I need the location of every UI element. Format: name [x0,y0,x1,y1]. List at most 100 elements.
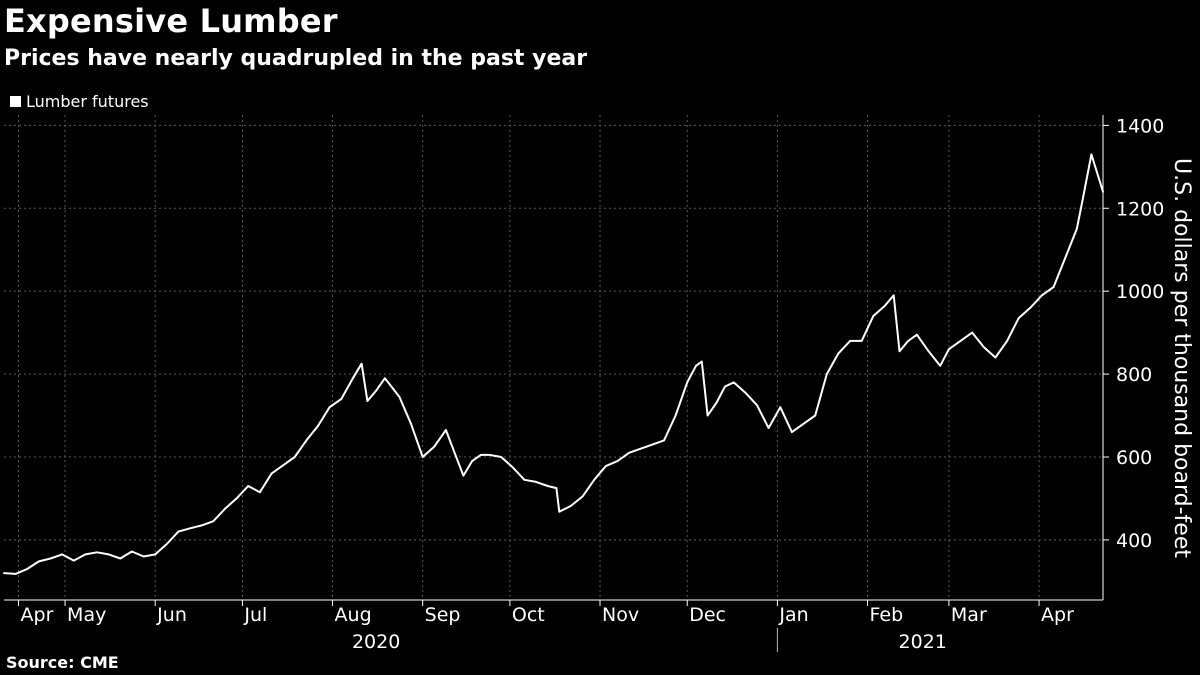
data-point [639,447,642,450]
data-point [200,524,203,527]
data-point [523,479,526,481]
data-point [352,377,354,380]
data-point [872,315,875,317]
data-point [73,559,75,562]
data-point [724,385,726,388]
x-tick-label: Oct [512,604,545,626]
source-note: Source: CME [6,653,119,672]
data-point [1102,190,1104,193]
legend-swatch [10,96,21,107]
data-point [674,414,677,417]
data-point [3,572,5,574]
y-tick-label: 600 [1116,447,1152,469]
data-point [701,360,703,363]
data-point [555,487,558,489]
data-point [558,510,561,513]
data-point [715,402,718,404]
data-point [293,456,296,458]
x-tick-label: Apr [1041,604,1074,626]
data-point [971,331,973,334]
data-point [305,439,308,442]
data-point [154,553,156,556]
data-point [927,350,930,353]
data-point [270,472,273,475]
x-tick-label: Jan [778,604,808,626]
data-point [500,456,503,458]
x-tick-label: Mar [951,604,987,626]
x-tick-label: Sep [425,604,461,626]
data-point [14,573,17,575]
data-point [1029,307,1032,309]
x-tick-label: Dec [689,604,726,626]
data-point [1006,340,1008,342]
data-point [166,543,168,545]
data-point [570,505,572,507]
data-point [939,365,941,367]
data-point [767,427,770,429]
data-point [131,550,133,553]
data-point [663,439,665,442]
data-point [695,365,697,367]
y-tick-label: 1000 [1116,281,1164,303]
y-tick-label: 400 [1116,530,1152,552]
data-point [546,485,549,487]
year-label: 2020 [352,631,400,653]
year-label: 2021 [899,631,947,653]
chart-subtitle: Prices have nearly quadrupled in the pas… [4,46,588,71]
data-point [512,466,514,469]
data-point [488,454,491,456]
data-point [410,423,412,425]
data-point [892,294,895,297]
y-tick-label: 1200 [1116,198,1164,220]
data-point [375,389,377,392]
data-point [259,491,261,494]
data-point [849,340,851,342]
y-tick-label: 800 [1116,364,1152,386]
data-point [733,381,735,384]
data-point [119,557,122,560]
data-point [421,456,424,458]
data-point [1017,317,1020,319]
data-point [49,557,52,560]
data-point [686,381,688,384]
data-point [779,406,782,409]
legend: Lumber futures [10,92,149,111]
data-point [189,527,191,530]
data-point [791,431,793,433]
data-point [1041,294,1043,297]
data-point [802,423,805,425]
data-point [38,560,40,563]
data-point [994,356,997,359]
data-point [581,495,584,498]
data-point [398,396,401,398]
data-point [26,568,29,570]
x-tick-label: Jun [156,604,187,626]
data-point [756,404,758,407]
data-point [453,452,456,454]
data-point [706,414,709,417]
data-point [142,555,145,558]
data-point [884,304,886,307]
data-point [860,340,863,342]
data-point [826,373,828,375]
series-line-lumber-futures [3,153,1104,575]
data-point [462,474,465,477]
data-point [247,485,249,487]
data-point [1076,228,1078,230]
x-tick-label: May [67,604,106,626]
data-point [593,479,595,481]
data-point [84,553,87,556]
data-point [837,352,840,355]
data-point [898,350,901,353]
data-point [61,553,63,556]
x-tick-label: Feb [870,604,904,626]
data-point [628,452,630,454]
data-point [983,346,985,348]
data-point [605,465,607,467]
data-point [96,551,98,554]
data-point [177,530,180,533]
data-point [224,508,226,510]
data-point [1090,153,1093,156]
data-point [433,445,436,448]
